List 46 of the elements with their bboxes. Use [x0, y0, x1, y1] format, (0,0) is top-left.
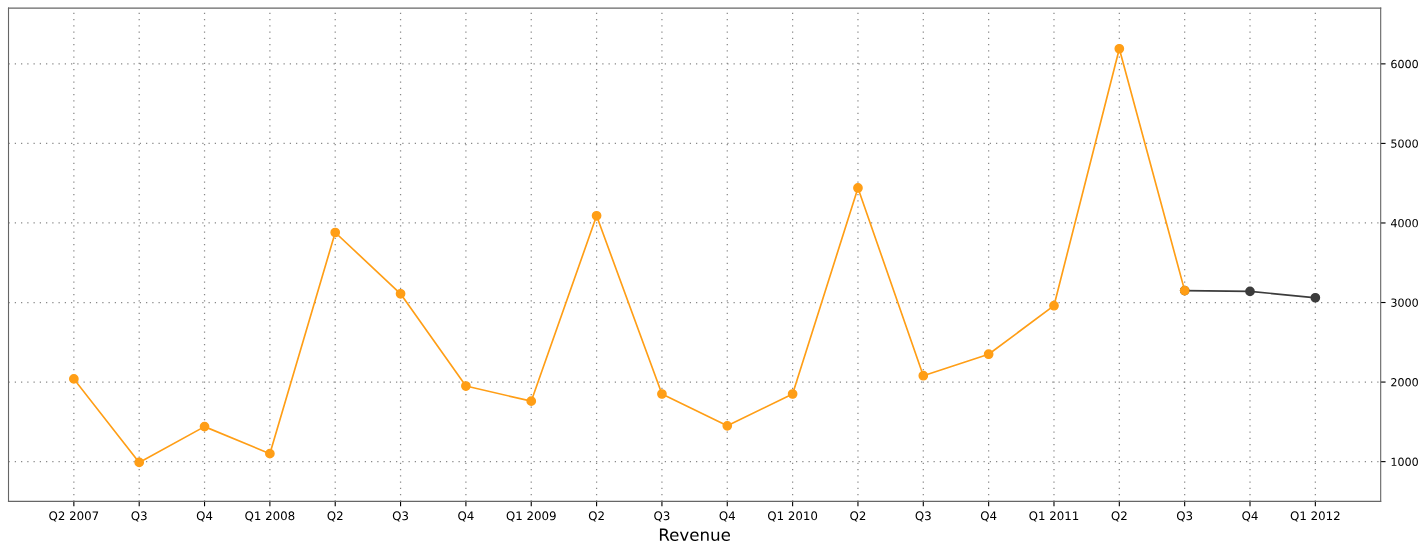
x-tick-label: Q4: [196, 511, 213, 522]
point: [722, 420, 733, 431]
point: [787, 389, 798, 399]
point: [1245, 286, 1255, 297]
x-tick-label: Q2 2007: [49, 511, 99, 522]
y-tick-label: 3000: [1391, 298, 1418, 307]
x-axis-title: Revenue: [659, 528, 730, 541]
x-tick-label: Q3: [654, 511, 670, 522]
point: [1049, 300, 1059, 311]
point: [918, 370, 929, 381]
point: [526, 396, 537, 407]
point: [1310, 292, 1321, 303]
point: [68, 374, 79, 384]
point: [134, 457, 145, 468]
point: [265, 448, 275, 459]
y-tick-label: 5000: [1391, 139, 1418, 148]
point: [983, 349, 994, 360]
x-tick-label: Q1 2012: [1290, 511, 1340, 522]
x-tick-label: Q4: [458, 511, 474, 522]
y-tick-label: 1000: [1391, 457, 1418, 466]
x-tick-label: Q3: [1176, 511, 1193, 522]
x-tick-label: Q2: [850, 511, 866, 522]
x-tick-label: Q3: [915, 511, 931, 522]
x-tick-label: Q4: [1242, 511, 1258, 522]
x-tick-label: Q2: [588, 511, 604, 522]
x-tick-label: Q1 2011: [1029, 511, 1079, 522]
x-tick-label: Q2: [327, 511, 343, 522]
x-tick-label: Q4: [719, 511, 736, 522]
x-tick-label: Q3: [392, 511, 409, 522]
x-tick-label: Q3: [131, 511, 147, 522]
x-tick-label: Q1 2008: [245, 511, 295, 522]
x-tick-label: Q2: [1111, 511, 1127, 522]
point: [330, 227, 341, 238]
point: [199, 421, 210, 432]
point: [395, 288, 406, 299]
point: [461, 381, 471, 391]
y-tick-label: 6000: [1391, 59, 1418, 69]
point: [657, 389, 667, 399]
y-tick-label: 4000: [1390, 218, 1418, 228]
x-tick-label: Q1 2009: [506, 511, 556, 522]
point: [853, 183, 863, 193]
point: [591, 210, 602, 221]
point: [1114, 43, 1125, 54]
y-tick-label: 2000: [1391, 378, 1418, 387]
x-tick-label: Q1 2010: [767, 511, 818, 522]
x-tick-label: Q4: [980, 511, 997, 522]
